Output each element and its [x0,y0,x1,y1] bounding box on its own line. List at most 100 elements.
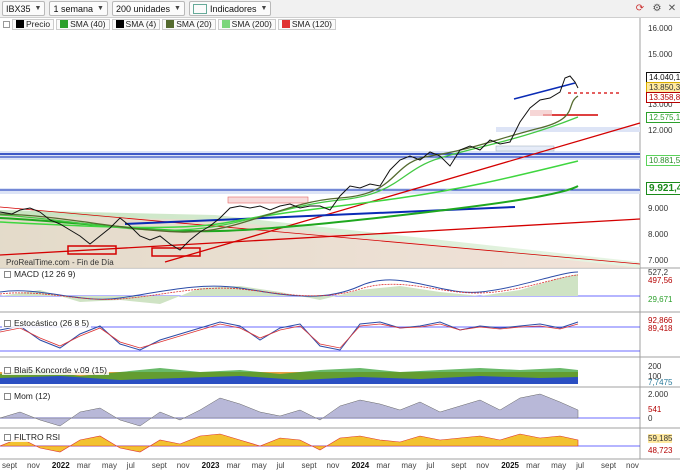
panel-toggle-icon[interactable] [4,366,11,374]
support-zone [0,188,640,194]
panel-label-koncorde[interactable]: Blai5 Koncorde v.09 (15) [2,365,109,375]
legend-label: SMA (120) [291,19,332,29]
sma40-line [0,116,579,231]
period-label: 1 semana [53,3,93,14]
koncorde-blue [0,376,578,384]
macd-value: 29,671 [648,295,673,304]
time-axis-label: mar [76,461,91,470]
time-axis-label: sept [451,461,467,470]
time-axis-label: mar [526,461,540,470]
stochastic-value: 89,418 [648,324,673,333]
legend-toggle-icon[interactable] [3,20,10,28]
macd-signal [0,274,579,300]
price-pill-sma200: 9.921,4 [646,182,680,195]
price-pill-sma120: 10.881,5 [646,155,680,166]
refresh-icon[interactable]: ⟳ [635,3,645,14]
settings-icon[interactable]: ⚙ [652,3,662,14]
stochastic-d [0,323,579,349]
rsi-area [0,433,579,453]
time-axis-label: may [251,461,267,470]
color-swatch-icon [115,20,124,28]
stochastic-label: Estocástico (26 8 5) [14,318,90,328]
color-swatch-icon [16,20,24,28]
momentum-value: 541 [648,405,662,414]
time-axis-label: nov [476,461,490,470]
price-tick: 8.000 [648,230,669,239]
price-tick: 15.000 [648,50,673,59]
macd-value: 497,56 [648,276,673,285]
dropdown-caret-icon: ▼ [97,5,104,12]
sma20-line [0,95,579,233]
momentum-label: Mom (12) [14,391,51,401]
trend-line-red [164,122,641,263]
time-axis-label: 2025 [501,461,519,470]
dropdown-caret-icon: ▼ [260,5,268,12]
koncorde-value: 7,7475 [648,378,673,387]
time-axis-label: 2024 [351,461,370,470]
legend-item-sma20[interactable]: SMA (20) [162,18,216,30]
panel-label-rsi[interactable]: FILTRO RSI [2,432,63,442]
time-axis-label: sept [151,461,167,470]
legend-label: SMA (20) [176,19,212,29]
time-axis-label: may [101,461,117,470]
stochastic-k [0,321,579,351]
support-zone [0,151,640,160]
panel-label-stochastic[interactable]: Estocástico (26 8 5) [2,318,92,328]
macd-value: 527,2 [648,268,669,277]
momentum-tick: 2.000 [648,390,669,399]
watermark: ProRealTime.com - Fin de Día [6,258,114,267]
red-fan-zone [0,215,640,268]
legend-item-precio[interactable]: Precio [12,18,55,30]
rsi-value: 48,723 [648,446,673,455]
units-selector[interactable]: 200 unidades ▼ [111,1,185,16]
panel-label-macd[interactable]: MACD (12 26 9) [2,269,78,279]
time-axis-label: jul [576,461,585,470]
indicators-icon [192,3,207,14]
time-axis-label: sept [301,461,317,470]
period-selector[interactable]: 1 semana ▼ [49,1,108,16]
legend-label: SMA (200) [231,19,272,29]
time-axis-label: sept [2,461,18,470]
trend-line-red [0,206,641,265]
legend-item-sma200[interactable]: SMA (200) [217,18,276,30]
indicators-button[interactable]: Indicadores ▼ [188,1,272,16]
rsi-value: 59,185 [648,434,673,443]
price-tick: 9.000 [648,204,669,213]
panel-toggle-icon[interactable] [4,433,11,441]
color-swatch-icon [60,20,69,28]
legend-item-sma4[interactable]: SMA (4) [111,18,161,30]
time-axis-label: nov [26,461,40,470]
trend-line-blue [513,82,576,100]
time-axis-label: mar [226,461,241,470]
panel-label-momentum[interactable]: Mom (12) [2,391,53,401]
symbol-selector[interactable]: IBX35 ▼ [2,1,46,16]
time-axis-label: may [401,461,417,470]
legend-item-sma40[interactable]: SMA (40) [56,18,110,30]
dropdown-caret-icon: ▼ [174,5,181,12]
dropdown-caret-icon: ▼ [34,5,42,12]
indicators-label: Indicadores [209,3,257,14]
color-swatch-icon [281,20,290,28]
price-candles [0,75,579,251]
close-icon[interactable]: ✕ [667,3,677,14]
legend-item-sma120[interactable]: SMA (120) [277,18,336,30]
rsi-label: FILTRO RSI [14,432,61,442]
panel-toggle-icon[interactable] [4,319,11,327]
panel-toggle-icon[interactable] [4,392,11,400]
time-axis-label: jul [426,461,435,470]
momentum-area [0,393,579,427]
time-axis-label: nov [176,461,190,470]
time-axis-label: 2022 [51,461,70,470]
legend-label: Precio [26,19,51,29]
time-axis-label: jul [126,461,135,470]
price-tick: 16.000 [648,24,673,33]
panel-toggle-icon[interactable] [4,270,11,278]
momentum-tick: 0 [648,414,653,423]
time-axis-label: nov [326,461,340,470]
legend-label: SMA (4) [125,19,157,29]
price-pill-sma40: 12.575,1 [646,112,680,123]
price-legend: Precio SMA (40) SMA (4) SMA (20) SMA (20… [0,18,640,30]
support-box [67,245,117,255]
symbol-label: IBX35 [6,3,31,14]
